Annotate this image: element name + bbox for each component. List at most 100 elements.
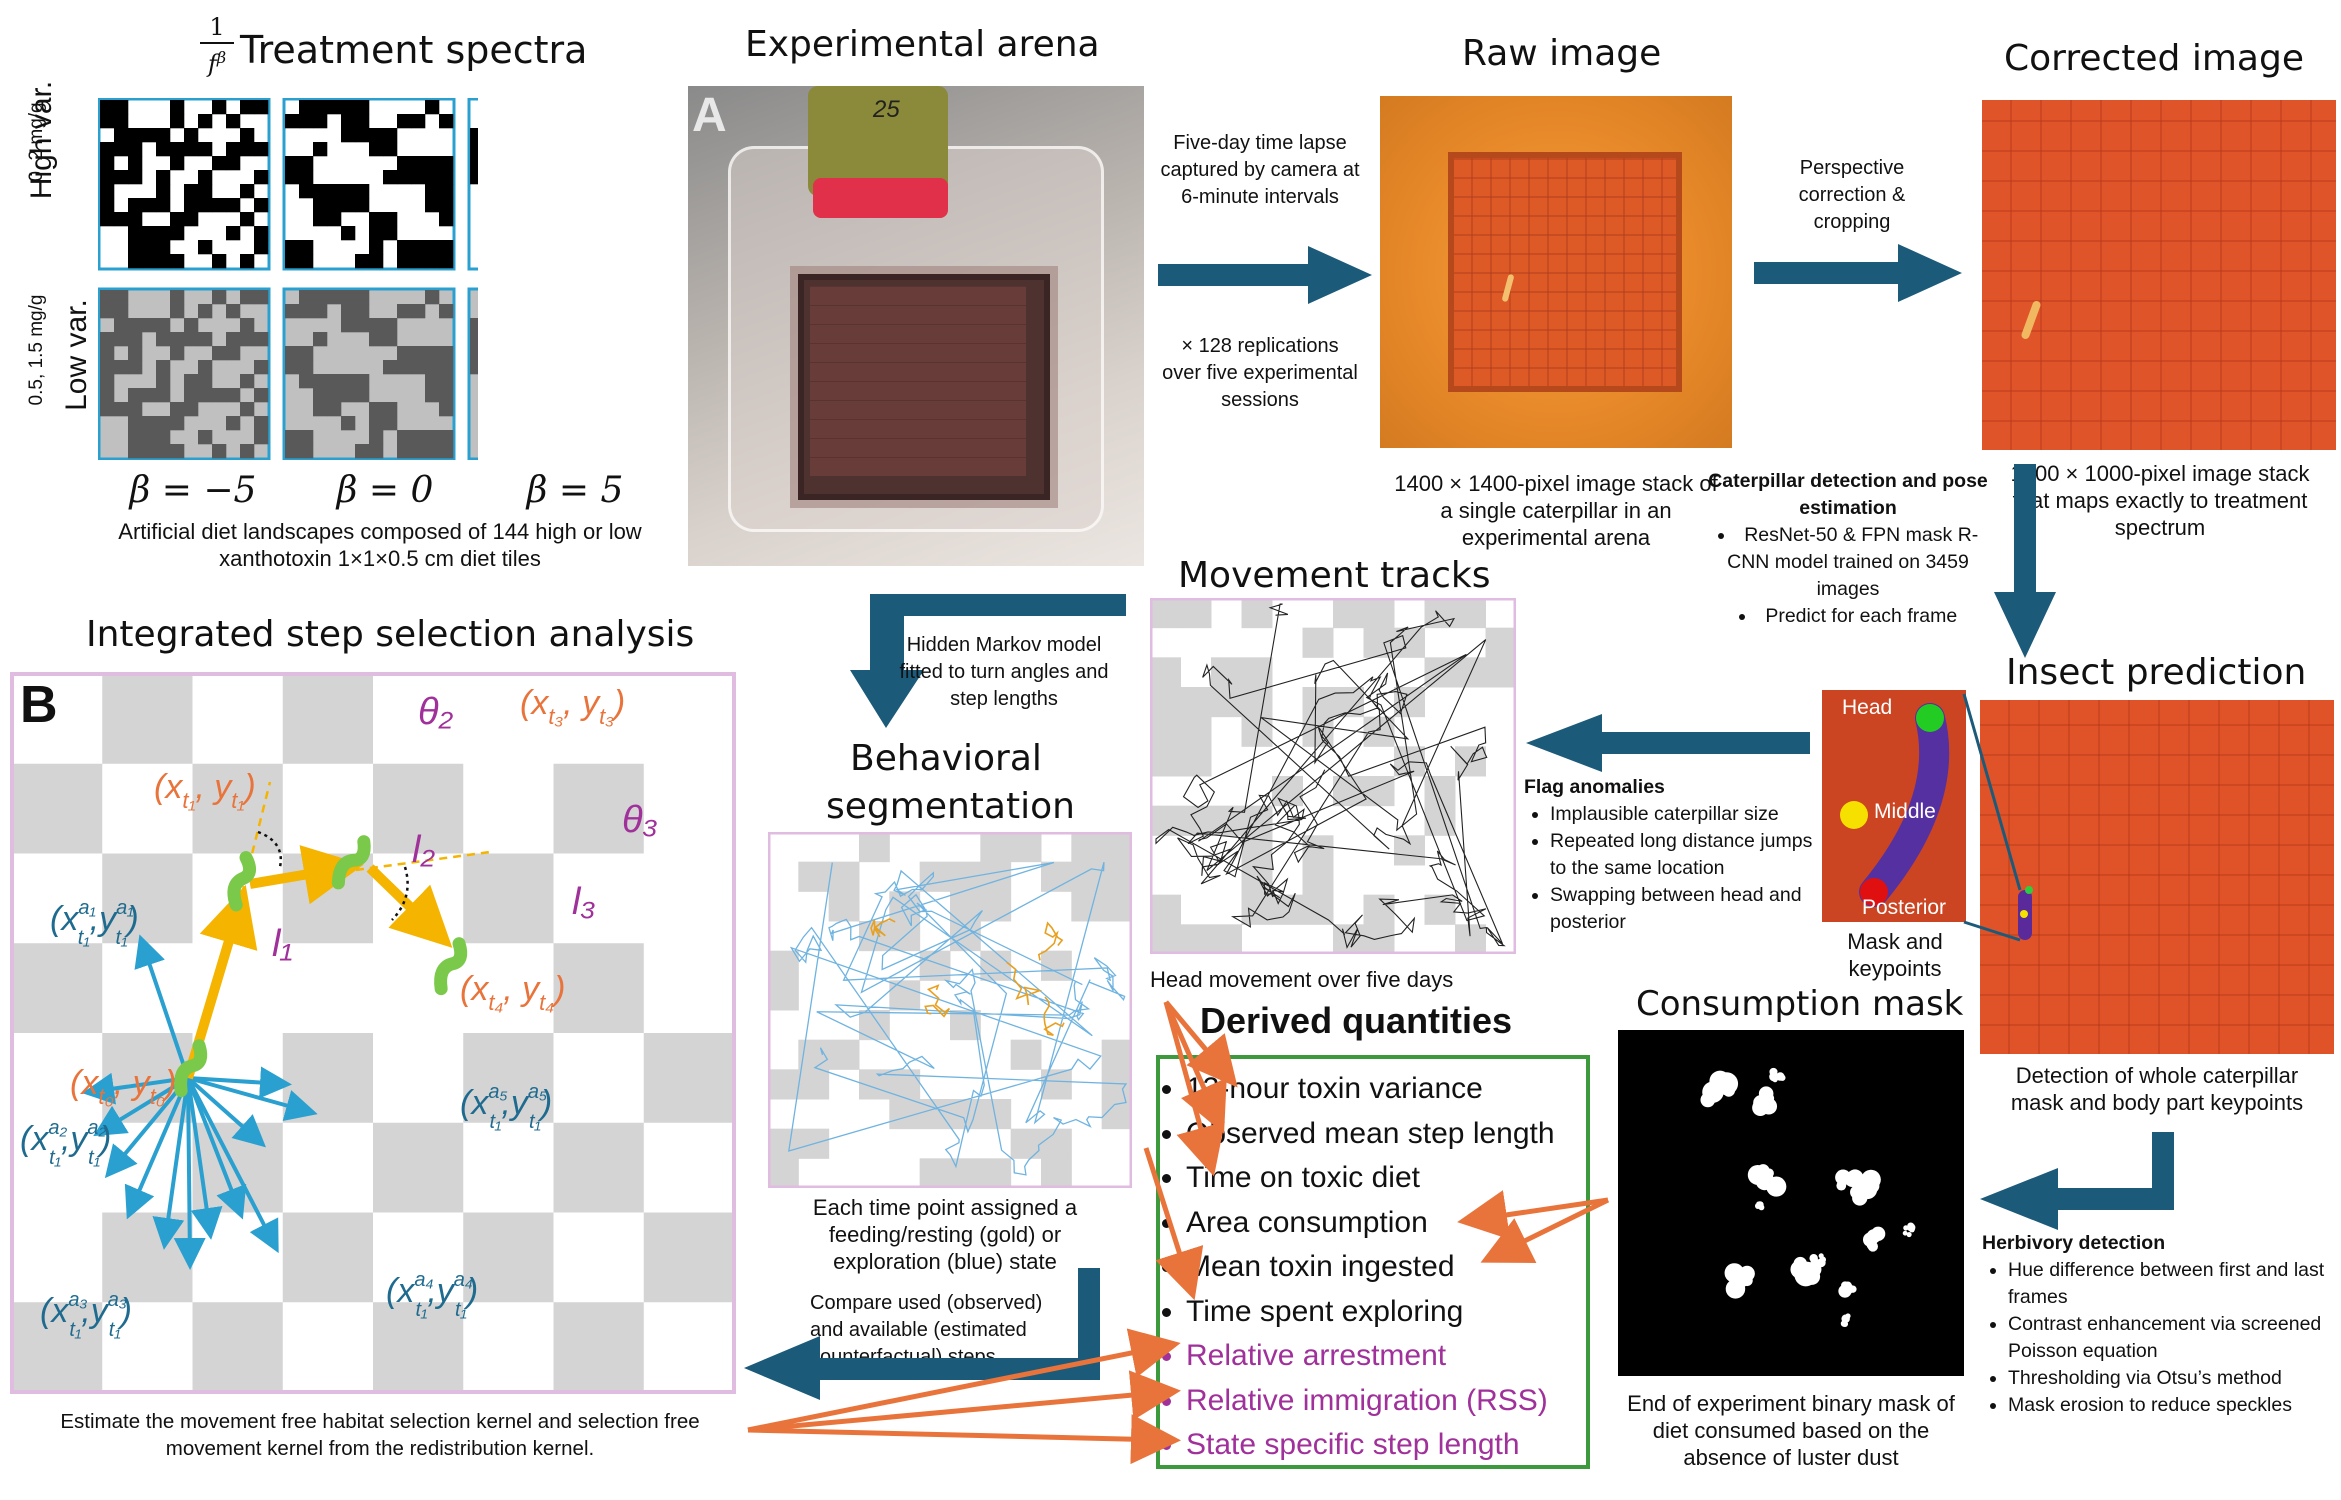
keypoint-posterior-label: Posterior [1862, 896, 1947, 919]
arrow-shape [850, 594, 1126, 728]
treatment-panel [467, 287, 478, 460]
caterpillar-icon [174, 1039, 208, 1098]
consumed-patch [1903, 1225, 1909, 1231]
herbivory-heading: Herbivory detection [1982, 1232, 2166, 1254]
corrected-image-title: Corrected image [2004, 38, 2304, 79]
keypoint-head-label: Head [1842, 696, 1893, 719]
available-step [104, 1076, 190, 1179]
issa-title: Integrated step selection analysis [86, 614, 695, 655]
available-step [82, 1072, 189, 1105]
treatment-panel [282, 98, 456, 271]
panel-letter-a: A [692, 89, 727, 142]
turn-angle-arc [391, 866, 409, 921]
coordinate-label: (xt₃, yt₃) [520, 684, 625, 729]
arena-jar-label: 25 [873, 96, 900, 123]
treatment-panel [282, 287, 456, 460]
observed-step [249, 845, 364, 905]
derived-item: Mean toxin ingested [1186, 1245, 1586, 1290]
available-step [187, 1076, 318, 1121]
coordinate-label: (xt₀, yt₀) [70, 1064, 176, 1109]
coordinate-label: (xa₄ t₁,ya₄ t₁) [386, 1269, 478, 1321]
step-label: θ₃ [622, 799, 658, 841]
coordinate-label: (xa₅ t₁,ya₅ t₁) [460, 1081, 552, 1133]
treatment-panel [98, 287, 271, 460]
raw-image-title: Raw image [1462, 33, 1662, 74]
posterior-keypoint [1860, 878, 1888, 906]
caterpillar-mask [1859, 703, 1950, 907]
movement-tracks-caption: Head movement over five days [1150, 967, 1454, 992]
consumed-patch [1866, 1229, 1881, 1244]
step-label: l₃ [572, 881, 596, 923]
arrow-prediction-to-consumption [1980, 1132, 2174, 1230]
arrow-tracks-to-behavioral [850, 594, 1126, 728]
corrected-image-caption: 1000 × 1000-pixel image stack that maps … [2010, 461, 2310, 540]
caterpillar-icon [434, 937, 468, 996]
coordinate-label: (xt₁, yt₁) [154, 768, 256, 813]
consumed-patch [1776, 1072, 1785, 1081]
feeding-track [1037, 921, 1064, 961]
arrow-prediction-to-tracks [1526, 714, 1810, 772]
behavioral-segmentation-plot [768, 832, 1132, 1188]
consumed-patch [1809, 1254, 1818, 1263]
available-step [186, 1076, 266, 1148]
consumed-patch [1766, 1176, 1787, 1197]
caterpillar-detection-item: Predict for each frame [1706, 603, 1990, 630]
herbivory-item: Hue difference between first and last fr… [2008, 1257, 2328, 1311]
consumption-mask-caption: End of experiment binary mask of diet co… [1627, 1391, 1955, 1470]
available-step [186, 1077, 223, 1240]
corrected-image-photo [1982, 100, 2336, 450]
head-keypoint [1916, 704, 1944, 732]
available-step [124, 1077, 190, 1220]
orange-arrow [747, 1414, 1181, 1465]
beta-label-3: β = 5 [526, 470, 624, 511]
available-step [134, 934, 190, 1079]
arrow-shape [1526, 714, 1810, 772]
behavioral-caption: Each time point assigned a feeding/resti… [812, 1195, 1078, 1274]
feeding-track [1043, 996, 1065, 1036]
consumed-patch [1902, 1230, 1908, 1236]
feeding-track [870, 918, 896, 938]
perspective-text: Perspective correction & cropping [1798, 157, 1906, 233]
consumed-patch [1841, 1281, 1850, 1290]
zoom-lines [1962, 693, 2022, 942]
available-step [187, 1066, 292, 1099]
consumed-patch [1850, 1185, 1864, 1199]
replications-text: × 128 replications over five experimenta… [1162, 335, 1358, 411]
consumed-patch [1841, 1314, 1850, 1323]
consumed-patch [1725, 1279, 1746, 1299]
derived-item-purple: State specific step length [1186, 1423, 1586, 1468]
row-low-dose: 0.5, 1.5 mg/g [26, 294, 47, 406]
arrow-raw-to-corrected [1754, 244, 1962, 302]
raw-image-photo [1380, 96, 1732, 448]
row-high-dose: 0, 2 mg/g [26, 102, 47, 182]
derived-item: Time spent exploring [1186, 1290, 1586, 1335]
observed-step [366, 864, 453, 948]
consumed-patch [1836, 1180, 1847, 1191]
herbivory-detection-block: Herbivory detection Hue difference betwe… [1982, 1230, 2328, 1419]
consumed-patch [1867, 1241, 1878, 1252]
flag-anomalies-heading: Flag anomalies [1524, 776, 1665, 798]
derived-item-purple: Relative arrestment [1186, 1334, 1586, 1379]
treatment-formula: 1 fβ [196, 14, 238, 96]
arrow-shape [1994, 464, 2056, 658]
derived-item: 12-hour toxin variance [1186, 1067, 1586, 1112]
caterpillar-detection-block: Caterpillar detection and pose estimatio… [1706, 468, 1990, 630]
available-step [173, 1077, 206, 1270]
hmm-text: Hidden Markov model fitted to turn angle… [899, 634, 1109, 710]
movement-tracks-plot [1150, 598, 1516, 954]
feeding-track [1006, 961, 1043, 1006]
step-label: l₁ [272, 923, 292, 965]
beta-label-1: β = −5 [129, 470, 257, 511]
panel-letter-b: B [20, 676, 58, 734]
caterpillar-detection-item: ResNet-50 & FPN mask R-CNN model trained… [1706, 522, 1990, 603]
timelapse-text: Five-day time lapse captured by camera a… [1160, 132, 1360, 208]
coordinate-label: (xa₃ t₁,ya₃ t₁) [40, 1289, 132, 1341]
derived-quantities-box: 12-hour toxin variance Observed mean ste… [1156, 1055, 1590, 1469]
derived-item-purple: Relative immigration (RSS) [1186, 1379, 1586, 1424]
derived-item: Time on toxic diet [1186, 1156, 1586, 1201]
herbivory-item: Mask erosion to reduce speckles [2008, 1392, 2328, 1419]
consumed-patch [1724, 1263, 1745, 1283]
mask-keypoints-caption: Mask and keypoints [1847, 929, 1943, 981]
derived-quantities-title: Derived quantities [1200, 1000, 1513, 1041]
treatment-panel [98, 98, 271, 271]
